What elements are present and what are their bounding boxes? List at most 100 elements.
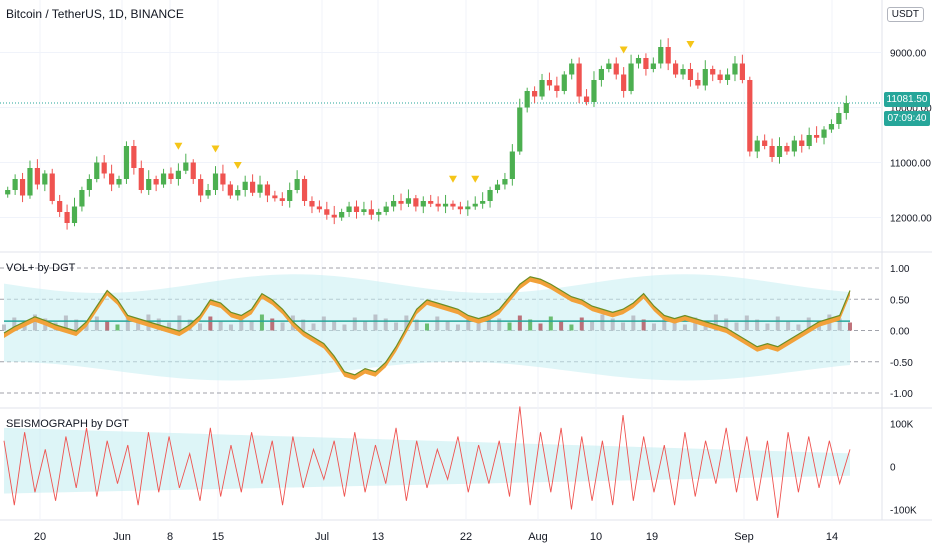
signal-marker: [233, 162, 242, 169]
symbol-title: Bitcoin / TetherUS, 1D, BINANCE: [6, 7, 184, 21]
candle-body: [57, 201, 63, 212]
vol-bar: [724, 318, 729, 331]
candle-body: [799, 140, 805, 146]
vol-bar: [239, 317, 244, 331]
price-tick-label: 12000.00: [890, 214, 932, 225]
candle-body: [554, 85, 560, 91]
vol-bar: [476, 321, 481, 331]
candle-body: [628, 63, 634, 91]
vol-bar: [548, 316, 553, 331]
candle-body: [168, 173, 174, 179]
candle-body: [717, 74, 723, 80]
vol-tick-label: 1.00: [890, 264, 910, 275]
vol-bar: [301, 319, 306, 331]
candle-body: [710, 69, 716, 75]
candle-body: [383, 206, 389, 212]
candle-body: [79, 190, 85, 207]
candle-body: [561, 74, 567, 91]
candle-body: [190, 162, 196, 179]
candle-body: [309, 201, 315, 207]
candle-body: [227, 184, 233, 196]
x-tick-label: Jul: [315, 531, 329, 543]
candle-body: [250, 181, 256, 193]
vol-bar: [321, 316, 326, 331]
seis-tick-label: 0: [890, 463, 896, 474]
candle-body: [138, 168, 144, 190]
candle-body: [428, 201, 434, 204]
vol-bar: [125, 317, 130, 331]
candle-body: [465, 206, 471, 210]
vol-bar: [332, 320, 337, 331]
vol-ribbon: [4, 276, 850, 380]
vol-bar: [517, 315, 522, 331]
vol-bar: [177, 315, 182, 331]
candle-body: [287, 190, 293, 201]
candle-body: [673, 63, 679, 75]
candle-body: [116, 179, 122, 185]
candle-body: [450, 203, 456, 207]
x-tick-label: 13: [372, 531, 384, 543]
vol-bar: [84, 323, 89, 331]
vol-bar: [672, 320, 677, 331]
candle-body: [376, 212, 382, 215]
seismograph-line: [3, 406, 851, 519]
candle-body: [212, 173, 219, 190]
candle-body: [5, 190, 11, 195]
signal-marker: [686, 41, 695, 48]
vol-bar: [32, 314, 37, 331]
candle-body: [361, 209, 367, 212]
candle-body: [635, 58, 642, 64]
vol-bar: [12, 317, 17, 331]
candle-body: [346, 206, 352, 212]
candle-body: [546, 80, 553, 86]
x-tick-label: 15: [212, 531, 224, 543]
vol-bar: [167, 322, 172, 331]
candle-body: [836, 113, 842, 124]
vol-bar: [280, 322, 285, 331]
candle-body: [331, 214, 337, 218]
candle-body: [324, 209, 330, 215]
candle-body: [791, 140, 797, 152]
candle-body: [205, 190, 211, 196]
vol-bar: [249, 321, 254, 331]
seismograph-pane-title: SEISMOGRAPH by DGT: [6, 418, 129, 430]
x-tick-label: 8: [167, 531, 173, 543]
candle-body: [131, 146, 137, 168]
candle-body: [524, 91, 530, 108]
x-tick-label: 19: [646, 531, 658, 543]
vol-tick-label: 0.00: [890, 327, 910, 338]
candle-body: [101, 162, 107, 174]
vol-bar: [455, 324, 460, 331]
vol-bar: [610, 318, 615, 331]
candle-body: [569, 63, 575, 75]
vol-tick-label: -0.50: [890, 358, 913, 369]
candle-body: [391, 201, 397, 207]
last-price-tag: 11081.50: [884, 92, 930, 107]
vol-bar: [259, 314, 264, 331]
candle-body: [198, 179, 204, 196]
x-tick-label: Sep: [734, 531, 754, 543]
candle-body: [12, 179, 18, 190]
candle-body: [42, 173, 48, 185]
candle-body: [123, 146, 130, 179]
candle-body: [754, 140, 760, 152]
vol-tick-label: -1.00: [890, 389, 913, 400]
candle-body: [487, 190, 493, 201]
vol-bar: [569, 324, 574, 331]
vol-bar: [208, 316, 213, 331]
candle-body: [591, 80, 597, 102]
vol-bar: [734, 322, 739, 331]
candle-body: [695, 80, 701, 86]
vol-bar: [837, 318, 842, 331]
vol-bar: [693, 317, 698, 331]
vol-bar: [198, 323, 203, 331]
candle-body: [109, 173, 115, 185]
candle-body: [19, 179, 26, 196]
vol-bar: [63, 315, 68, 331]
candle-body: [598, 69, 604, 80]
candle-body: [576, 63, 582, 97]
candle-body: [472, 203, 478, 207]
currency-button[interactable]: USDT: [886, 7, 924, 22]
